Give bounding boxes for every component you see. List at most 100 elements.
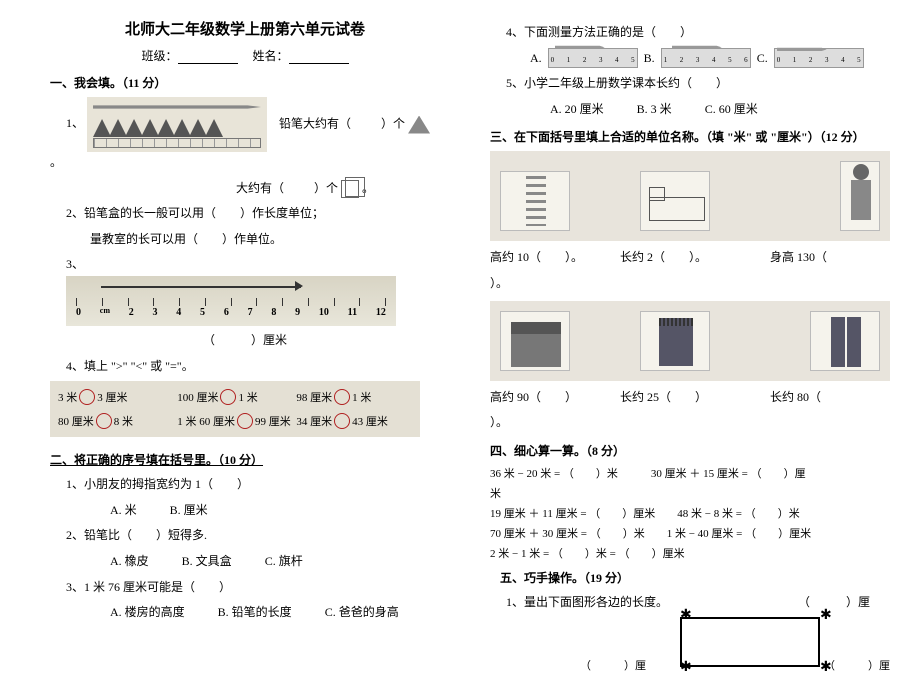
rn5: 5 [200,304,205,322]
u3-label: 身高 130（ [770,247,827,269]
q4: 4、填上 ">" "<" 或 "="。 [50,356,440,378]
section-2-heading: 二、将正确的序号填在括号里。（10 分） [50,451,440,468]
compare-circle[interactable] [334,389,350,405]
opt-b-label: B. [644,48,655,70]
cr: 8 米 [114,413,133,429]
rn12: 12 [376,304,386,322]
q1-blank[interactable] [354,116,378,130]
bed-icon [640,171,710,231]
calc-line: 米 [490,485,890,501]
s2-q2: 2、铅笔比（ ）短得多. [50,525,440,547]
unit-item-bed [640,171,710,235]
s2-q3-opts: A. 楼房的高度 B. 铅笔的长度 C. 爸爸的身高 [50,602,440,624]
compare-circle[interactable] [334,413,350,429]
cl: 3 米 [58,389,77,405]
ruler-c-figure: 012345 [774,48,864,68]
name-blank[interactable] [289,50,349,64]
rn6: 6 [224,304,229,322]
star-icon: ✱ [680,659,692,676]
rn4: 4 [176,304,181,322]
calc-line: 19 厘米 ＋ 11 厘米 = （ ）厘米 48 米 − 8 米 = （ ）米 [490,505,890,521]
cr: 43 厘米 [352,413,388,429]
compare-circle[interactable] [237,413,253,429]
opt-b: B. 铅笔的长度 [218,605,292,619]
section-1-heading: 一、我会填。（11 分） [50,74,440,91]
rn10: 10 [319,304,329,322]
s2-q1-opts: A. 米 B. 厘米 [50,500,440,522]
unit-item-cabinet [500,311,570,375]
opt-c: C. 旗杆 [265,554,303,568]
ruler-scale: 0 cm 2 3 4 5 6 7 8 9 10 11 12 [76,304,386,322]
rn9: 9 [295,304,300,322]
s2-q4-opts: A. 012345 B. 123456 C. 012345 [490,48,890,70]
opt-a: A. 米 [110,503,137,517]
cr: 1 米 [352,389,371,405]
exam-title: 北师大二年级数学上册第六单元试卷 [50,18,440,39]
unit-item-pants [810,311,880,375]
cabinet-icon [500,311,570,371]
opt-c-label: C. [757,48,768,70]
units-labels-1: 高约 10（ ）。 长约 2（ ）。 身高 130（ [490,247,890,269]
class-blank[interactable] [178,50,238,64]
rn0: 0 [76,304,81,322]
triangle-icon [408,116,430,134]
section-3-heading: 三、在下面括号里填上合适的单位名称。（填 "米" 或 "厘米"）（12 分） [490,128,890,145]
q3-row: 3、 0 cm 2 3 4 5 6 7 8 9 10 [50,254,440,326]
s2-q3: 3、1 米 76 厘米可能是（ ） [50,577,440,599]
ruler-figure: 0 cm 2 3 4 5 6 7 8 9 10 11 12 [66,276,396,326]
opt-b: B. 文具盒 [182,554,232,568]
name-label: 姓名： [253,49,289,63]
blank-right: （ ）厘 [824,657,890,673]
u2-label: 长约 2（ ）。 [620,247,770,269]
opt-a: A. 20 厘米 [550,102,604,116]
comp-cell: 100 厘米1 米 [175,385,294,409]
q1-line2: 大约有（ ）个 。 [50,178,440,200]
compare-circle[interactable] [96,413,112,429]
calc-line: 2 米 − 1 米 = （ ）米 = （ ）厘米 [490,545,890,561]
comp-cell: 80 厘米8 米 [56,409,175,433]
q3-num: 3、 [66,257,84,271]
cl: 1 米 60 厘米 [177,413,235,429]
q2b: 量教室的长可以用（ ）作单位。 [50,229,440,251]
compare-circle[interactable] [220,389,236,405]
q1-text-a: 铅笔大约有（ [279,116,351,130]
arrow-icon [101,280,301,292]
section-4-heading: 四、细心算一算。（8 分） [490,442,890,459]
s2-q5-opts: A. 20 厘米 B. 3 米 C. 60 厘米 [490,99,890,121]
rn7: 7 [248,304,253,322]
q1-text-b: ）个 [381,116,405,130]
s2-q1: 1、小朋友的拇指宽约为 1（ ） [50,474,440,496]
q1-l2b: ）个 [314,181,338,195]
s2-q2-opts: A. 橡皮 B. 文具盒 C. 旗杆 [50,551,440,573]
unit-item-boy [840,161,880,235]
pagoda-icon [500,171,570,231]
cr: 99 厘米 [255,413,291,429]
class-label: 班级： [141,49,177,63]
unit-item-notebook [640,311,710,375]
q1-l2-blank[interactable] [287,181,311,195]
opt-b: B. 厘米 [170,503,208,517]
rectangle-figure [680,617,820,667]
s5-q1: 1、量出下面图形各边的长度。 [490,592,668,614]
compare-circle[interactable] [79,389,95,405]
calc-line: 36 米 − 20 米 = （ ）米 30 厘米 ＋ 15 厘米 = （ ）厘 [490,465,890,481]
rn3: 3 [153,304,158,322]
close2: ）。 [490,412,890,434]
ruler-b-figure: 123456 [661,48,751,68]
boy-icon [840,161,880,231]
q3-answer: （ ）厘米 [50,330,440,352]
q1-l2a: 大约有（ [236,181,284,195]
u6-label: 长约 80（ [770,387,821,409]
unit-item-pagoda [500,171,570,235]
pants-icon [810,311,880,371]
header-fields: 班级： 姓名： [50,47,440,64]
cl: 34 厘米 [296,413,332,429]
opt-b: B. 3 米 [637,102,672,116]
ruler-a-figure: 012345 [548,48,638,68]
rcm: cm [100,304,110,322]
u4-label: 高约 90（ ） [490,387,620,409]
s2-q5: 5、小学二年级上册数学课本长约（ ） [490,73,890,95]
cube-icon [341,180,359,198]
comparison-grid: 3 米3 厘米 100 厘米1 米 98 厘米1 米 80 厘米8 米 1 米 … [50,381,420,437]
units-row-1 [490,151,890,241]
